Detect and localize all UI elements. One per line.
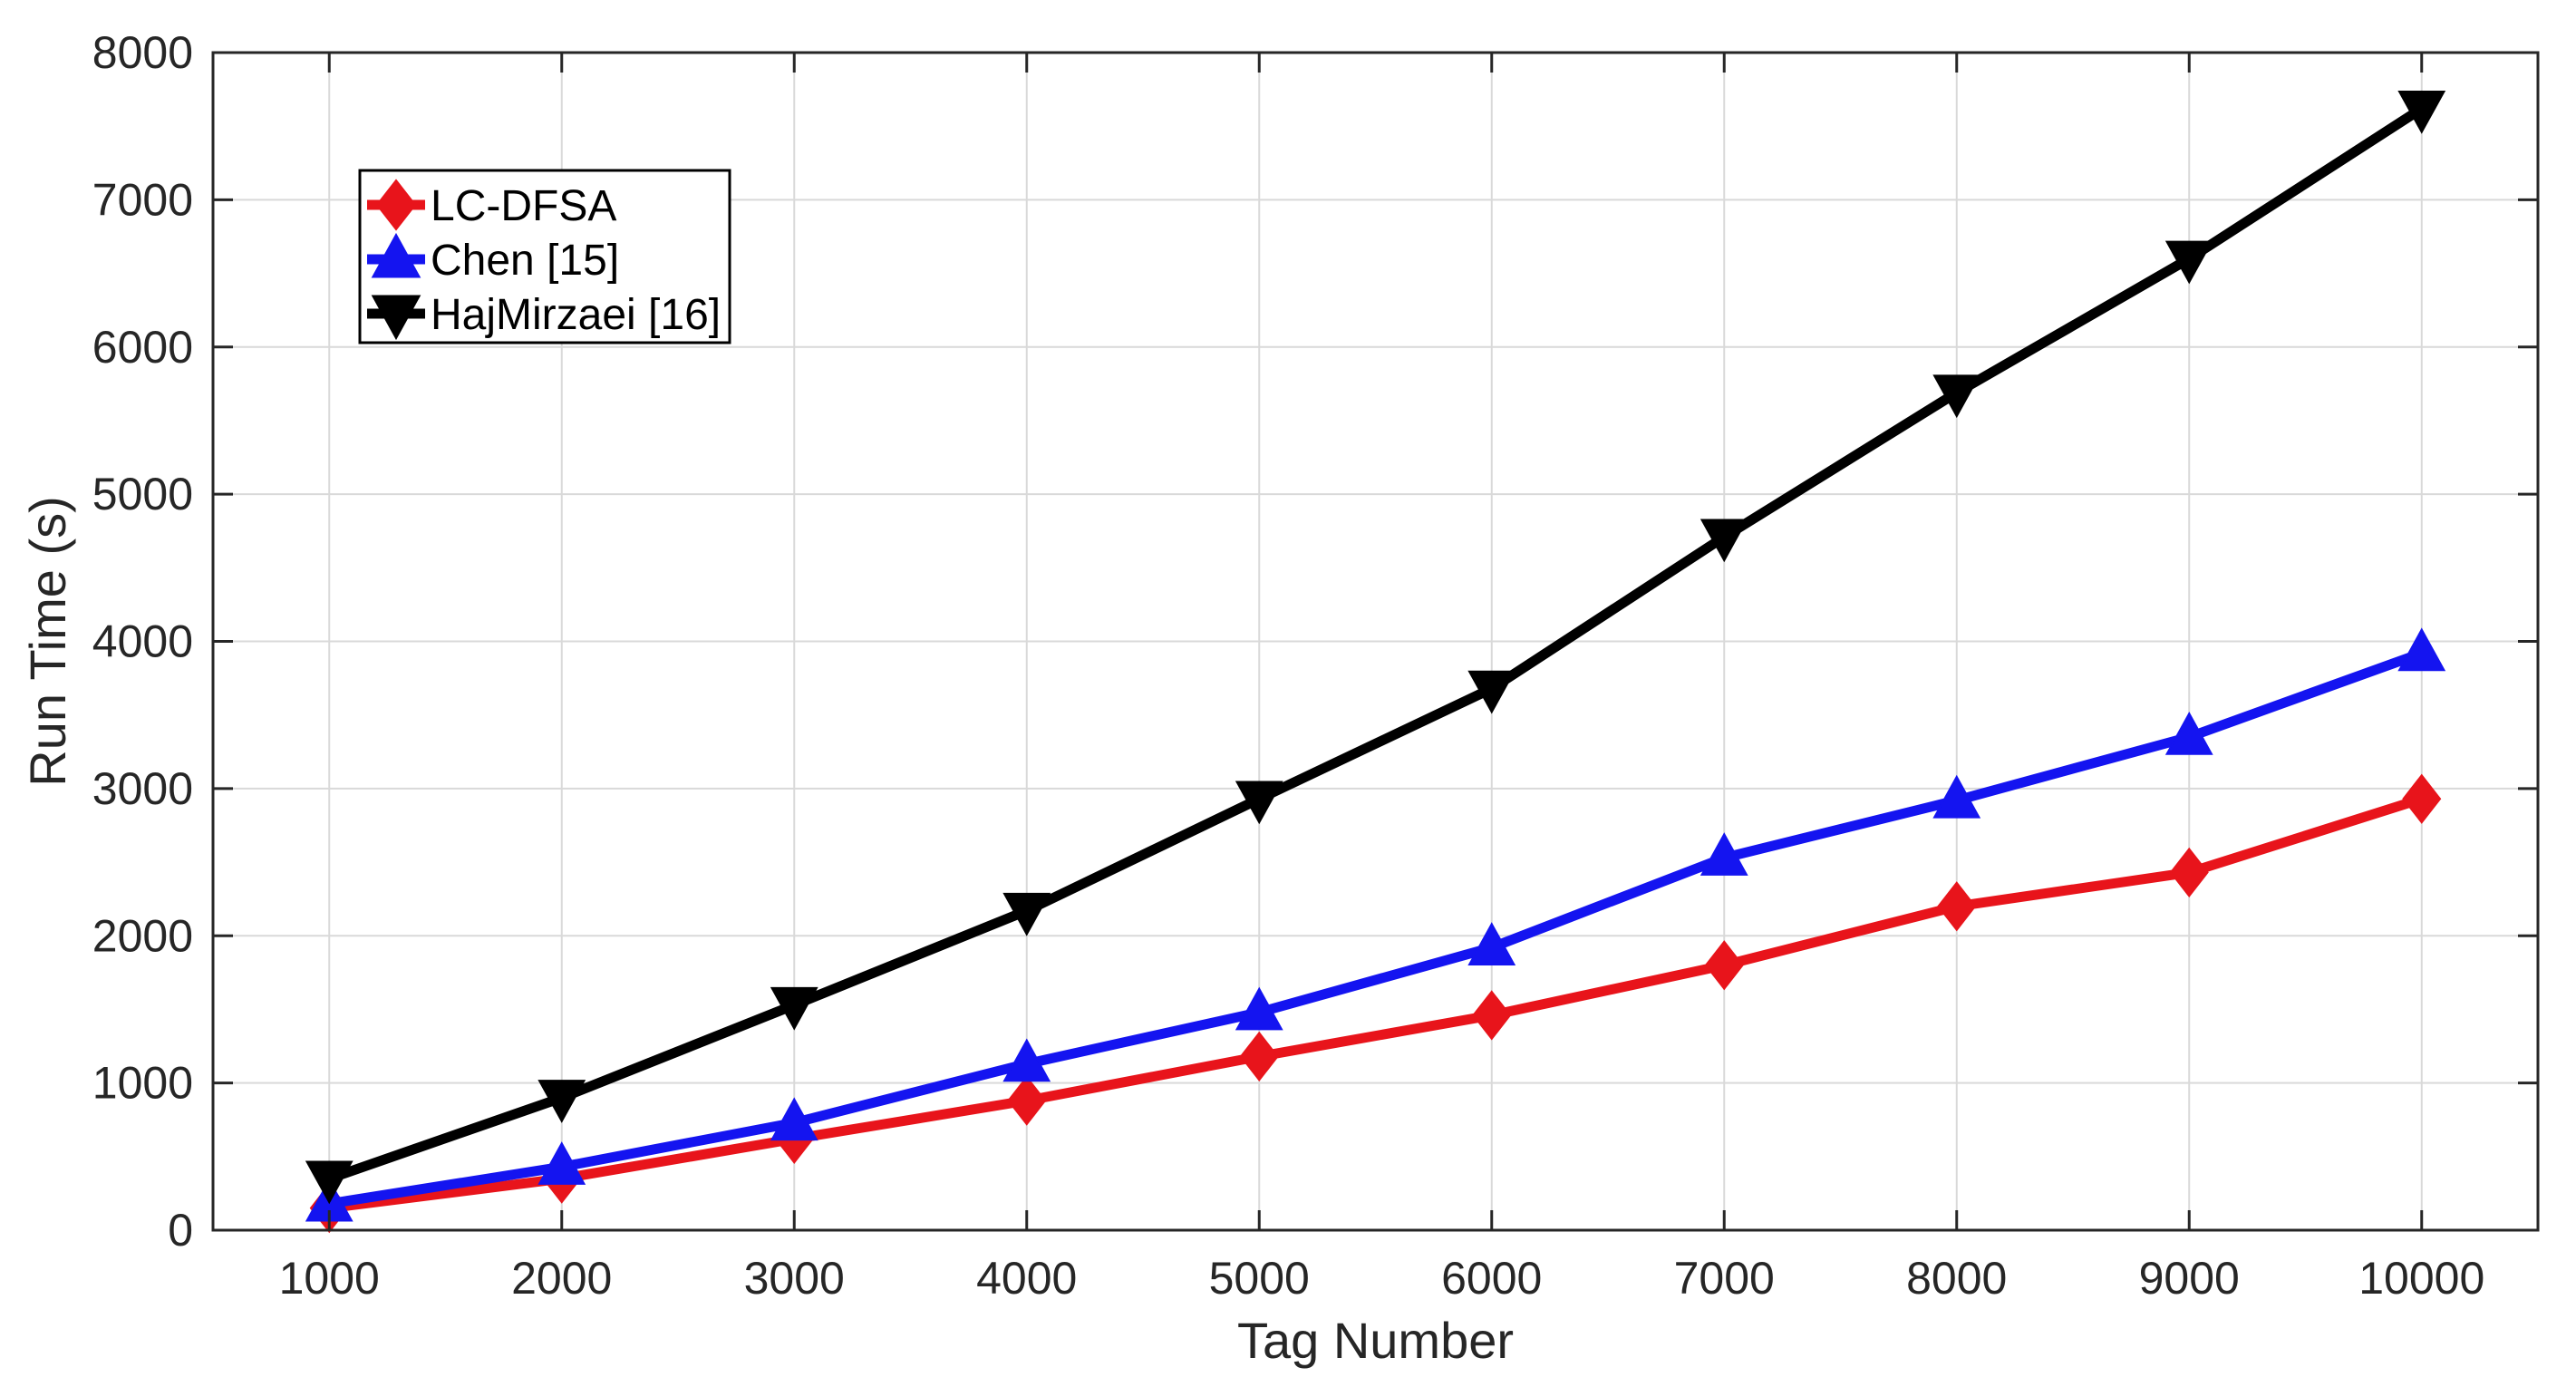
x-tick-label-8000: 8000: [1906, 1253, 2007, 1304]
data-point-s2-5000: [1235, 986, 1283, 1031]
legend-marker-1: [375, 179, 417, 231]
x-tick-label-3000: 3000: [744, 1253, 845, 1304]
legend-label-1: LC-DFSA: [431, 182, 616, 230]
y-tick-label-6000: 6000: [92, 322, 193, 373]
x-tick-label-6000: 6000: [1441, 1253, 1542, 1304]
legend-marker-2: [371, 232, 421, 278]
y-tick-label-4000: 4000: [92, 616, 193, 667]
data-point-s2-7000: [1700, 832, 1748, 876]
data-point-s2-9000: [2164, 711, 2213, 755]
data-point-s2-4000: [1002, 1038, 1051, 1082]
data-point-s3-2000: [537, 1080, 586, 1123]
y-axis-title: Run Time (s): [19, 496, 76, 787]
data-point-s3-6000: [1467, 670, 1516, 714]
x-tick-label-9000: 9000: [2139, 1253, 2240, 1304]
legend-marker-3: [371, 295, 421, 341]
data-point-s3-10000: [2397, 90, 2446, 134]
data-point-s1-10000: [2402, 773, 2442, 824]
x-tick-label-10000: 10000: [2358, 1253, 2484, 1304]
x-tick-label-4000: 4000: [976, 1253, 1077, 1304]
y-tick-label-0: 0: [168, 1205, 193, 1256]
data-point-s3-5000: [1235, 781, 1283, 825]
series-line-3: [324, 103, 2427, 1184]
y-tick-label-1000: 1000: [92, 1058, 193, 1109]
series-line-2: [324, 648, 2427, 1209]
data-point-s1-6000: [1472, 990, 1512, 1041]
x-axis-title: Tag Number: [1237, 1312, 1514, 1369]
legend-label-3: HajMirzaei [16]: [431, 291, 721, 339]
data-point-s3-8000: [1932, 374, 1981, 419]
axis-ticks: 1000 2000 3000 4000 5000 6000 7000 8000 9000 1000…: [92, 27, 2538, 1304]
legend-entry-3: HajMirzaei [16]: [367, 291, 721, 341]
y-tick-label-5000: 5000: [92, 469, 193, 519]
data-point-s1-9000: [2169, 847, 2209, 898]
data-point-s2-3000: [770, 1097, 818, 1141]
x-tick-label-2000: 2000: [511, 1253, 612, 1304]
y-tick-label-7000: 7000: [92, 174, 193, 225]
data-point-s3-3000: [770, 986, 818, 1031]
series-line-1: [324, 793, 2427, 1214]
data-point-s2-8000: [1932, 774, 1981, 819]
data-point-s3-9000: [2164, 240, 2213, 285]
data-point-s1-5000: [1239, 1031, 1279, 1082]
legend-entry-2: Chen [15]: [367, 232, 619, 285]
y-tick-label-2000: 2000: [92, 910, 193, 961]
x-tick-label-7000: 7000: [1674, 1253, 1775, 1304]
data-point-s3-1000: [305, 1160, 353, 1205]
series-3: [305, 90, 2446, 1205]
data-point-s1-7000: [1704, 940, 1744, 991]
data-point-s2-6000: [1467, 922, 1516, 965]
y-tick-label-8000: 8000: [92, 27, 193, 78]
x-tick-label-1000: 1000: [279, 1253, 380, 1304]
legend: LC-DFSA Chen [15] HajMirzaei [16]: [358, 169, 731, 344]
data-series: [305, 90, 2446, 1234]
data-point-s3-4000: [1002, 892, 1051, 936]
data-point-s2-2000: [537, 1141, 586, 1185]
y-tick-label-3000: 3000: [92, 763, 193, 814]
legend-entry-1: LC-DFSA: [367, 179, 616, 231]
data-point-s1-4000: [1007, 1075, 1047, 1126]
legend-label-2: Chen [15]: [431, 237, 619, 285]
x-tick-label-5000: 5000: [1209, 1253, 1310, 1304]
data-point-s1-8000: [1937, 881, 1977, 932]
data-point-s2-10000: [2397, 627, 2446, 672]
data-point-s3-7000: [1700, 519, 1748, 563]
